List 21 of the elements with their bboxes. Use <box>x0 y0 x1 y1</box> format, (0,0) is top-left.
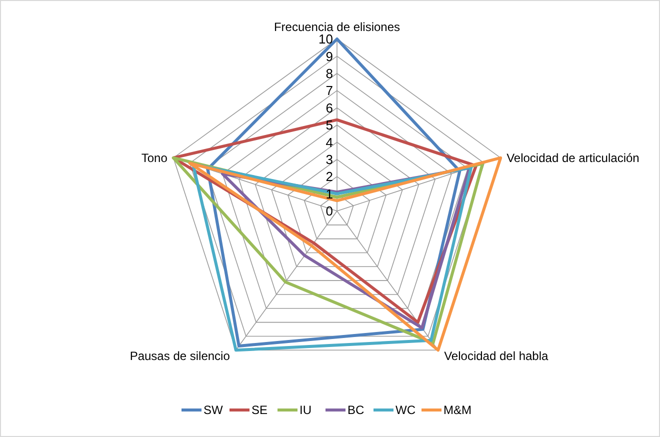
legend-label: WC <box>396 403 416 418</box>
y-tick-label: 9 <box>326 48 333 64</box>
y-tick-label: 8 <box>326 66 333 81</box>
spoke-label: Tono <box>141 150 168 165</box>
y-tick-label: 7 <box>326 83 333 98</box>
y-tick-label: 6 <box>326 100 333 116</box>
y-tick-label: 0 <box>326 204 333 219</box>
y-tick-label: 1 <box>326 186 333 202</box>
y-tick-label: 2 <box>326 169 333 184</box>
spoke-label: Pausas de silencio <box>130 349 230 364</box>
y-tick-label: 4 <box>326 134 333 150</box>
legend-label: SW <box>204 403 224 418</box>
y-tick-label: 10 <box>318 32 333 47</box>
legend-label: M&M <box>444 403 472 418</box>
spoke-label: Velocidad de articulación <box>506 150 640 165</box>
legend-label: BC <box>348 403 365 418</box>
spoke-label: Frecuencia de elisiones <box>274 20 400 34</box>
legend-label: IU <box>300 403 312 418</box>
spoke-label: Velocidad del habla <box>444 349 549 364</box>
y-tick-label: 3 <box>326 152 333 167</box>
legend-label: SE <box>252 403 268 418</box>
